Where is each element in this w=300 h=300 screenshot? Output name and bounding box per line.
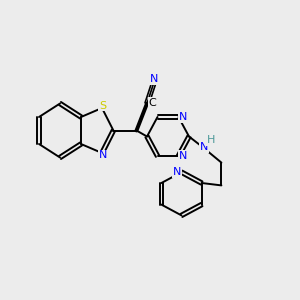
Text: S: S xyxy=(99,100,106,111)
Text: N: N xyxy=(98,150,107,161)
Text: N: N xyxy=(179,112,188,122)
Text: N: N xyxy=(179,151,188,161)
Text: C: C xyxy=(148,98,156,108)
Text: H: H xyxy=(207,135,215,146)
Text: N: N xyxy=(150,74,158,84)
Text: N: N xyxy=(200,142,208,152)
Text: N: N xyxy=(172,167,181,177)
